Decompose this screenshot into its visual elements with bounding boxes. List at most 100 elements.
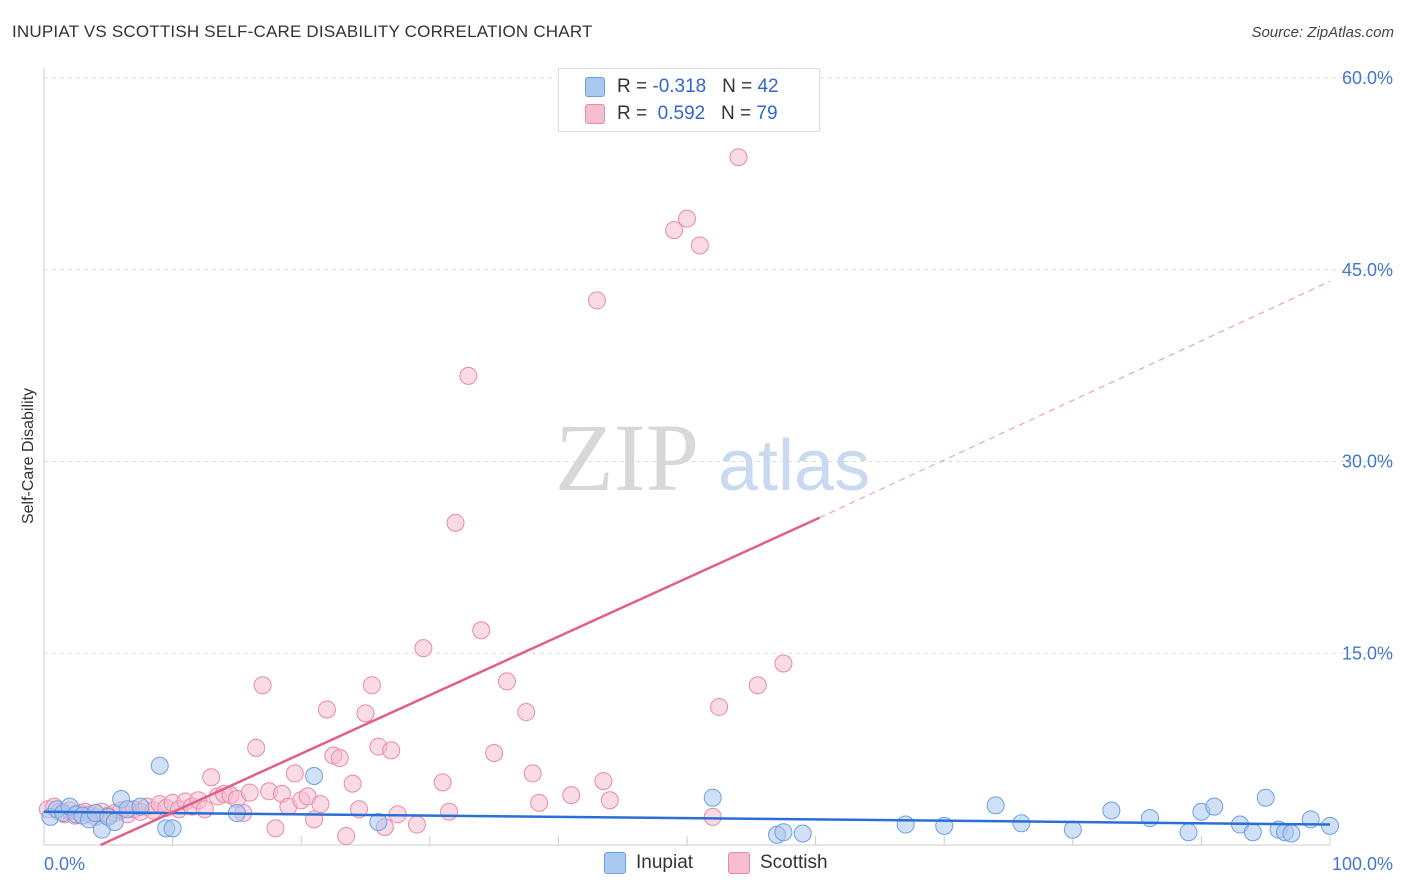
inupiat-point [163,819,182,838]
y-tick-label: 60.0% [1342,68,1393,88]
scottish-point [285,764,304,783]
legend-r-label: R = [617,76,653,97]
scottish-swatch [728,852,750,874]
scottish-point [678,209,696,228]
scottish-point [530,793,549,812]
x-tick-label: 0.0% [44,854,85,874]
inupiat-point [1140,809,1159,828]
scottish-point [407,815,426,834]
axes [43,68,1331,846]
chart-title: INUPIAT VS SCOTTISH SELF-CARE DISABILITY… [12,22,593,41]
legend-r-label: R = [617,103,653,124]
inupiat-trend-line [43,810,1331,826]
inupiat-point [305,766,324,785]
scottish-point [317,700,336,719]
scottish-point [485,743,504,762]
inupiat-point [105,812,124,831]
watermark: ZIP atlas [555,404,870,511]
series-legend: Inupiat Scottish [0,852,1406,878]
x-tick-label: 100.0% [1332,854,1393,874]
gridlines [44,77,1392,654]
scottish-point [240,783,259,802]
inupiat-point [369,812,388,831]
scottish-point [497,672,516,691]
scottish-point [202,768,221,787]
legend-item-label: Scottish [760,852,828,873]
scottish-point [350,800,369,819]
scottish-point [459,366,478,385]
stats-legend: R = -0.318 N = 42 R = 0.592 N = 79 [558,68,820,132]
legend-row-scottish: R = 0.592 N = 79 [585,102,778,126]
inupiat-point [1256,788,1275,807]
inupiat-point [1243,823,1262,842]
legend-n-value: 42 [757,76,779,97]
tick-labels: 15.0% 30.0% 45.0% 60.0% 0.0% 100.0% [44,68,1393,874]
scottish-point [523,764,542,783]
scottish-point [594,772,613,791]
scottish-point [362,676,381,695]
scottish-point [703,807,722,826]
inupiat-swatch [585,77,605,97]
scottish-point [253,676,272,695]
scottish-point [356,704,375,723]
scottish-swatch [585,104,605,124]
scottish-point [748,676,767,695]
inupiat-point [1012,814,1031,833]
y-tick-label: 45.0% [1342,260,1393,280]
scottish-point [433,773,452,792]
scottish-point [311,795,330,814]
scottish-point [710,697,729,716]
scottish-trend-extrapolation [819,280,1331,519]
legend-item-label: Inupiat [636,852,694,873]
inupiat-point [896,815,915,834]
inupiat-point [150,756,169,775]
scottish-point [690,236,709,255]
legend-row-inupiat: R = -0.318 N = 42 [585,75,779,99]
inupiat-point [1321,816,1339,835]
scottish-point [517,703,536,722]
inupiat-point [131,797,150,816]
inupiat-swatch [604,852,626,874]
inupiat-point [1102,801,1121,820]
inupiat-point [1063,820,1082,839]
scottish-point [343,774,362,793]
inupiat-point [1179,823,1198,842]
scottish-point [665,221,684,240]
trend-lines [43,280,1331,847]
inupiat-point [774,823,793,842]
scottish-point [562,786,581,805]
legend-n-label: N = [722,76,758,97]
scottish-point [446,513,465,532]
legend-r-value: -0.318 [652,76,707,97]
watermark-atlas: atlas [718,426,870,506]
scottish-point [337,827,356,846]
scottish-point [440,802,459,821]
legend-r-value: 0.592 [652,103,706,124]
watermark-zip: ZIP [555,404,699,511]
source-label: Source: ZipAtlas.com [1251,24,1394,41]
legend-item-inupiat[interactable]: Inupiat [604,852,693,874]
inupiat-point [1282,824,1301,843]
inupiat-point [793,824,812,843]
inupiat-point [986,796,1005,815]
scottish-point [330,749,349,768]
scottish-point [266,819,285,838]
inupiat-point [703,788,722,807]
scottish-point [729,148,748,167]
legend-item-scottish[interactable]: Scottish [728,852,828,874]
scottish-point [472,621,491,640]
scottish-point [382,741,401,760]
scottish-point [774,654,793,673]
legend-n-value: 79 [756,103,778,124]
scottish-trend-line [100,516,820,847]
scottish-point [587,291,606,310]
legend-n-label: N = [721,103,757,124]
inupiat-point [1205,797,1224,816]
scottish-point [195,800,214,819]
scottish-point [600,791,619,810]
y-tick-label: 30.0% [1342,452,1393,472]
scottish-point [247,738,266,757]
y-tick-label: 15.0% [1342,643,1393,663]
scottish-point [414,639,433,658]
